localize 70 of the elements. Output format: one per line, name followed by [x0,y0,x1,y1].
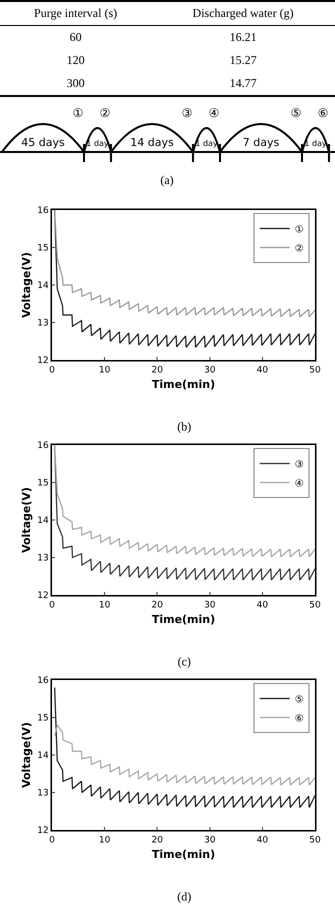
text: (d) [177,889,192,904]
y-tick-label: 12 [37,591,49,602]
y-tick-label: 14 [37,281,49,292]
y-tick-label: 13 [37,554,49,564]
x-tick-label: 20 [151,365,164,376]
y-axis-title: Voltage(V) [20,252,34,318]
data-label: 14.77 [228,75,258,92]
category-label: 7 days [242,136,280,149]
y-tick-label: 14 [37,516,49,526]
x-tick-label: 50 [309,600,321,610]
x-tick-label: 0 [49,835,56,846]
x-tick-label: 20 [151,600,164,610]
category-label: 120 [66,52,86,69]
legend-label: ① [294,224,304,236]
x-tick-label: 50 [309,365,321,376]
x-tick-label: 20 [151,835,164,846]
x-tick-label: 40 [256,835,268,846]
line-series [54,445,315,558]
x-axis-title: Time(min) [152,378,216,392]
category-label: 45 days [21,136,65,149]
legend-label: ⑤ [294,694,304,706]
y-tick-label: 14 [37,751,49,762]
x-tick-label: 10 [98,835,111,846]
x-tick-label: 10 [98,365,111,376]
y-tick-label: 12 [37,356,49,366]
text: Discharged water (g) [192,5,295,22]
x-tick-label: 30 [204,835,216,846]
y-tick-label: 15 [37,714,49,724]
data-label: 16.21 [228,29,258,46]
text: ③ [182,106,192,120]
y-tick-label: 16 [37,676,49,686]
legend-label: ② [294,243,304,254]
text: (c) [178,654,191,668]
x-tick-label: 10 [98,600,111,610]
legend-label: ③ [294,459,304,470]
y-tick-label: 16 [37,206,49,216]
x-tick-label: 50 [309,835,321,846]
legend-label: ④ [294,478,304,490]
y-tick-label: 13 [37,788,49,799]
text: ① [72,106,84,120]
line-series [54,210,315,318]
y-tick-label: 13 [37,318,49,329]
x-tick-label: 30 [204,600,216,610]
category-label: 14 days [130,136,174,149]
line-series [54,686,315,808]
y-tick-label: 15 [37,244,49,254]
x-tick-label: 0 [49,600,56,610]
y-tick-label: 12 [37,826,49,836]
x-tick-label: 30 [204,365,216,376]
legend-label: ⑥ [294,713,304,724]
category-label: 300 [66,75,86,92]
x-tick-label: 0 [49,365,56,376]
y-axis-title: Voltage(V) [20,722,34,788]
y-tick-label: 16 [37,441,49,452]
y-tick-label: 15 [37,478,49,489]
text: ⑥ [318,106,328,120]
x-axis-title: Time(min) [152,613,216,626]
text: Purge interval (s) [33,5,118,22]
text: ④ [208,106,220,120]
category-label: 60 [68,29,83,46]
text: ⑤ [290,106,302,120]
x-tick-label: 40 [256,365,268,376]
x-axis-title: Time(min) [152,848,216,862]
line-series [54,724,315,786]
data-label: 15.27 [228,52,258,69]
text: (a) [160,173,174,187]
y-axis-title: Voltage(V) [20,487,34,553]
text: (b) [177,419,192,434]
x-tick-label: 40 [256,600,268,610]
text: ② [100,106,110,120]
